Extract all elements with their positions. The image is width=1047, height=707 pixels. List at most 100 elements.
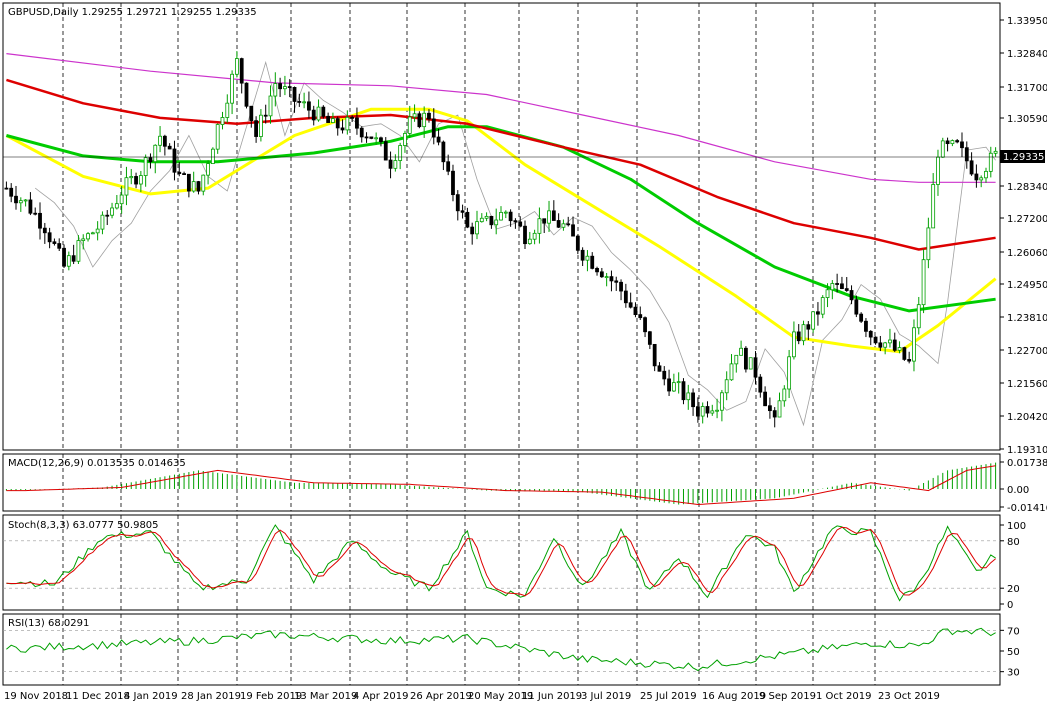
candle-body bbox=[523, 225, 527, 245]
candle-body bbox=[273, 83, 278, 97]
candle-body bbox=[623, 290, 628, 304]
candle-body bbox=[105, 214, 110, 217]
candle-body bbox=[297, 101, 302, 103]
candle-body bbox=[513, 220, 518, 223]
candle-body bbox=[854, 299, 859, 315]
candle-body bbox=[475, 221, 479, 235]
candle-body bbox=[383, 141, 388, 161]
candle-body bbox=[571, 224, 575, 237]
candle-body bbox=[52, 241, 57, 244]
stoch-tick-label: 100 bbox=[1007, 521, 1026, 532]
candle-body bbox=[412, 113, 417, 118]
macd-panel-frame bbox=[2, 453, 1001, 512]
candle-body bbox=[748, 357, 753, 370]
stoch-title: Stoch(8,3,3) 63.0777 50.9805 bbox=[8, 520, 159, 531]
candle-body bbox=[955, 140, 960, 143]
stoch-indicator: 100 80 20 0 bbox=[3, 521, 1026, 611]
candle-body bbox=[42, 227, 47, 234]
candle-body bbox=[186, 173, 191, 192]
candle-body bbox=[446, 161, 451, 172]
candle-body bbox=[542, 218, 547, 224]
price-tick-label: 1.31700 bbox=[1007, 83, 1047, 94]
candle-body bbox=[345, 116, 350, 131]
macd-signal-line bbox=[6, 465, 996, 506]
candle-body bbox=[302, 101, 307, 104]
candle-body bbox=[494, 219, 499, 226]
candle-body bbox=[9, 187, 14, 197]
candle-body bbox=[700, 406, 705, 417]
candle-body bbox=[772, 410, 777, 418]
candle-body bbox=[782, 388, 787, 402]
moving-average-red bbox=[6, 78, 996, 251]
current-price-label: 1.29335 bbox=[1003, 152, 1044, 163]
chart-title: GBPUSD,Daily 1.29255 1.29721 1.29255 1.2… bbox=[8, 7, 257, 18]
candle-body bbox=[287, 86, 292, 88]
candle-body bbox=[628, 302, 633, 308]
candle-body bbox=[532, 232, 537, 240]
candle-body bbox=[114, 203, 119, 209]
time-tick-label: 19 Nov 2018 bbox=[4, 691, 68, 702]
time-tick-label: 4 Apr 2019 bbox=[353, 691, 408, 702]
time-tick-label: 26 Apr 2019 bbox=[410, 691, 472, 702]
candle-body bbox=[134, 176, 138, 185]
time-tick-label: 23 Oct 2019 bbox=[878, 691, 940, 702]
candle-body bbox=[825, 289, 830, 298]
candle-body bbox=[940, 140, 945, 158]
candle-body bbox=[806, 324, 811, 330]
candle-body bbox=[686, 392, 691, 401]
candle-body bbox=[758, 376, 763, 393]
candle-body bbox=[518, 221, 523, 227]
candle-body bbox=[374, 137, 379, 140]
price-tick-label: 1.28340 bbox=[1007, 182, 1047, 193]
candle-body bbox=[331, 118, 335, 123]
candle-body bbox=[508, 211, 513, 222]
candle-body bbox=[945, 140, 950, 145]
candle-body bbox=[388, 159, 393, 169]
candle-body bbox=[590, 255, 595, 269]
candle-body bbox=[811, 311, 816, 330]
time-tick-label: 4 Jan 2019 bbox=[124, 691, 178, 702]
candle-body bbox=[57, 243, 62, 249]
candle-body bbox=[86, 233, 90, 240]
candle-body bbox=[364, 136, 369, 139]
candle-body bbox=[801, 324, 806, 342]
candle-body bbox=[460, 210, 465, 213]
candle-body bbox=[81, 238, 86, 241]
price-panel-frame bbox=[2, 2, 1001, 451]
candle-body bbox=[950, 140, 955, 145]
stoch-signal-line bbox=[6, 526, 996, 597]
candle-body bbox=[777, 400, 782, 418]
candle-body bbox=[647, 331, 652, 345]
candle-body bbox=[926, 227, 931, 261]
candle-body bbox=[90, 232, 95, 235]
price-tick-label: 1.32840 bbox=[1007, 49, 1047, 60]
candle-body bbox=[883, 342, 888, 348]
candle-body bbox=[143, 157, 148, 176]
price-tick-label: 1.27200 bbox=[1007, 214, 1047, 225]
candle-body bbox=[210, 148, 215, 164]
candle-body bbox=[196, 181, 201, 192]
candle-body bbox=[177, 171, 182, 174]
candle-body bbox=[609, 276, 614, 282]
candle-body bbox=[355, 117, 359, 129]
candle-body bbox=[734, 354, 739, 365]
candle-body bbox=[671, 382, 676, 392]
time-tick-label: 3 Jul 2019 bbox=[581, 691, 631, 702]
candle-body bbox=[974, 173, 979, 181]
candle-body bbox=[436, 136, 441, 143]
candle-body bbox=[921, 259, 926, 306]
candle-body bbox=[499, 212, 503, 221]
candle-body bbox=[566, 223, 571, 226]
candle-body bbox=[830, 283, 835, 291]
candle-body bbox=[230, 73, 234, 104]
price-tick-label: 1.26060 bbox=[1007, 248, 1047, 259]
candle-body bbox=[100, 214, 105, 230]
price-axis: 1.33950 1.32840 1.31700 1.30590 1.28340 1.272… bbox=[1000, 16, 1047, 456]
time-tick-label: 11 Dec 2018 bbox=[66, 691, 130, 702]
candle-body bbox=[796, 331, 801, 342]
price-tick-label: 1.23810 bbox=[1007, 313, 1047, 324]
rsi-line bbox=[6, 627, 996, 672]
candle-body bbox=[403, 133, 407, 146]
candle-body bbox=[652, 343, 657, 367]
